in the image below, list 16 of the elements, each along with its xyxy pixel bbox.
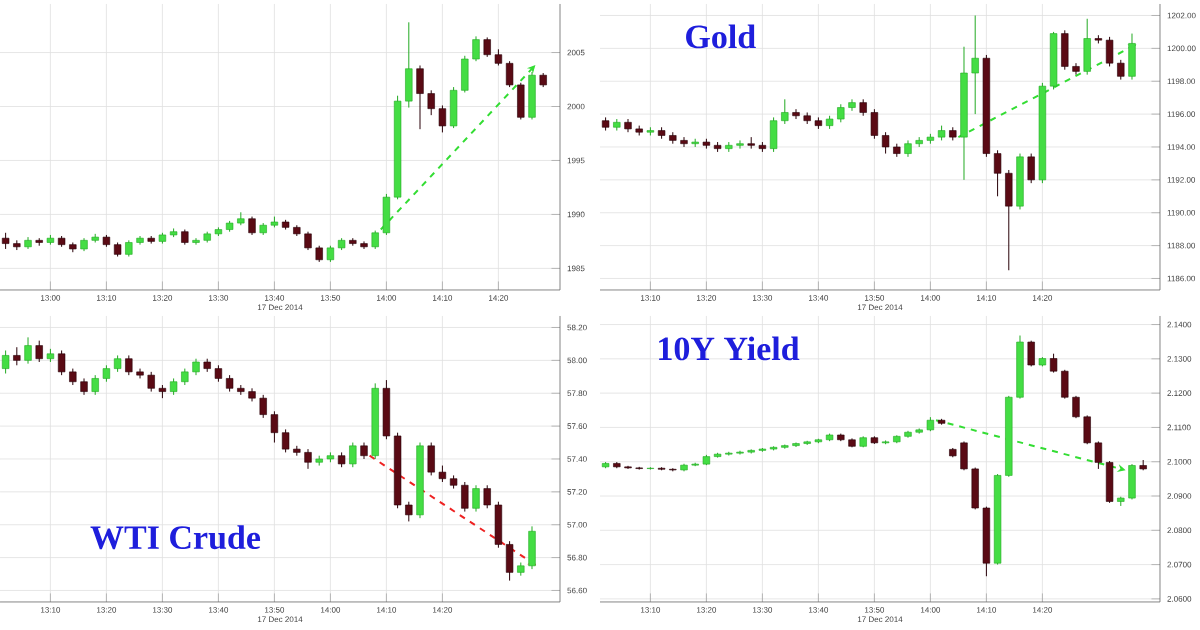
- candlestick: [1, 350, 10, 375]
- candlestick: [528, 71, 536, 120]
- chart-title: Gold: [686, 24, 756, 49]
- candlestick: [349, 442, 357, 468]
- candlestick: [472, 484, 480, 513]
- text: WTI Crude: [90, 525, 261, 550]
- candlestick: [1083, 18, 1091, 76]
- candlestick: [248, 216, 256, 236]
- candlestick: [24, 336, 32, 365]
- candlestick: [1027, 153, 1035, 184]
- candlestick: [382, 379, 391, 440]
- candlestick: [1105, 460, 1114, 504]
- chart-title: 10Y Yield: [659, 336, 800, 361]
- candlestick: [13, 346, 21, 366]
- candlestick: [35, 340, 43, 363]
- candlestick: [505, 540, 514, 582]
